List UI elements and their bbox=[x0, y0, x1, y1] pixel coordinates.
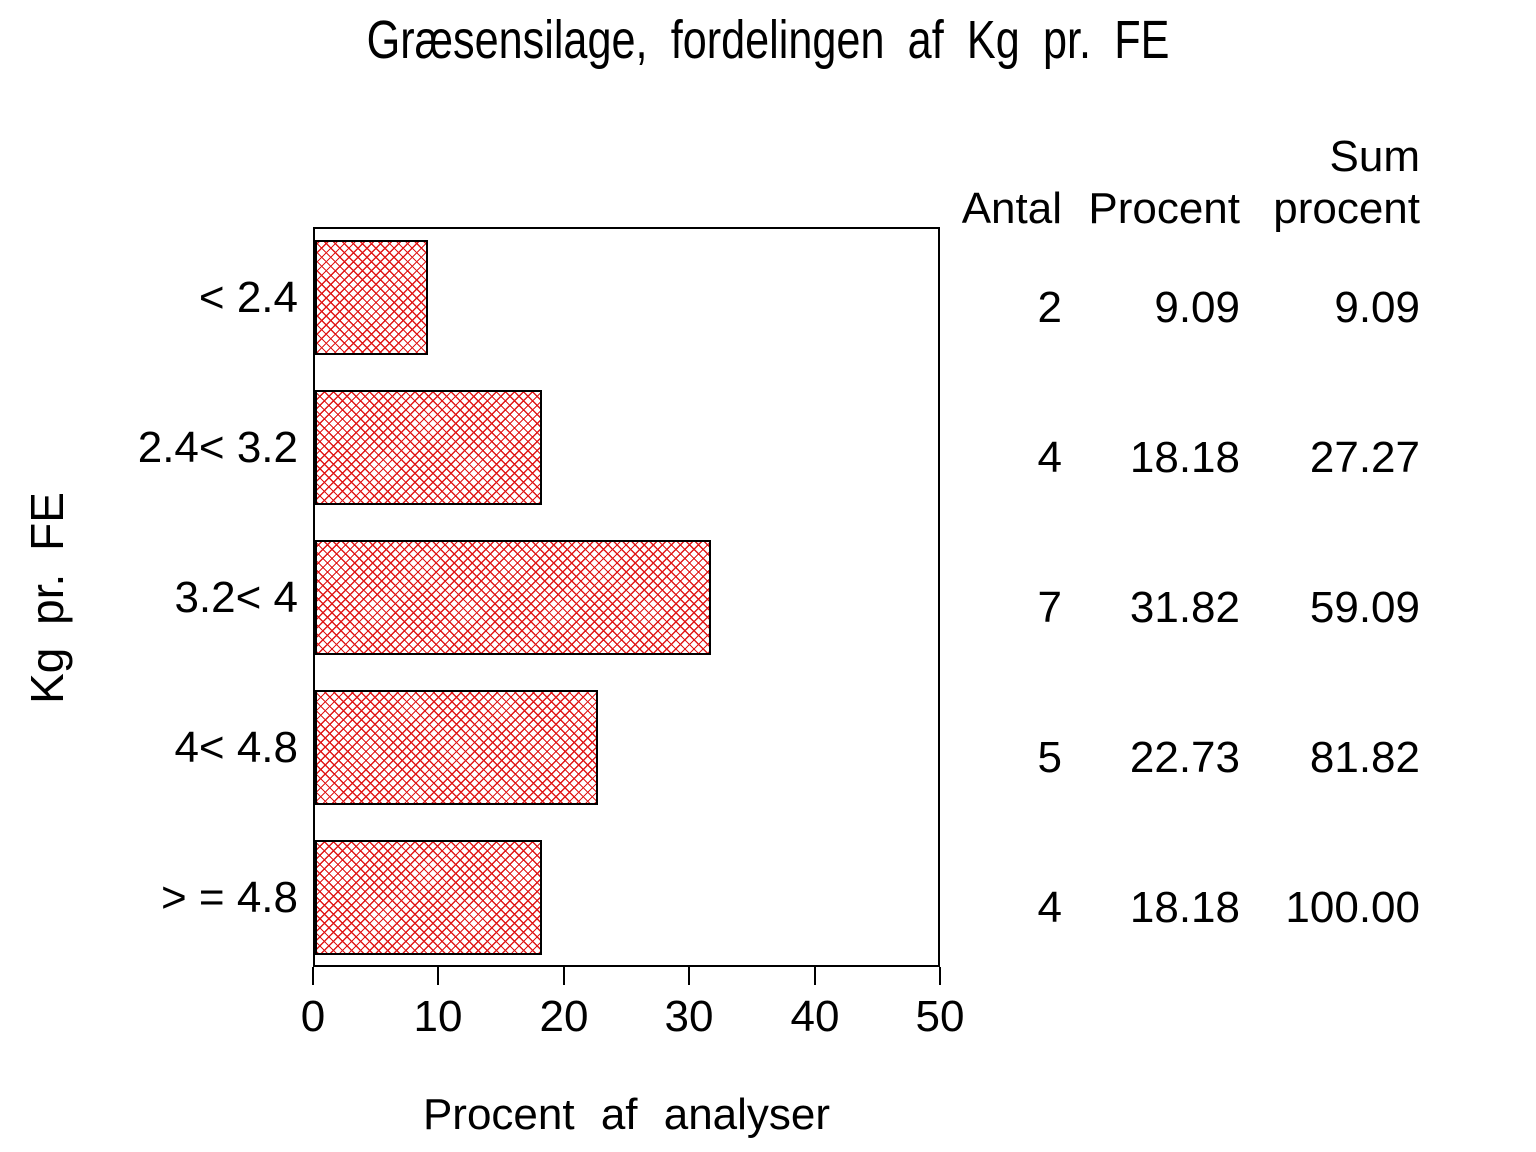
table-header-sum-line2: procent bbox=[1273, 184, 1420, 233]
y-tick-label-0: < 2.4 bbox=[198, 273, 298, 322]
y-tick-label-4: > = 4.8 bbox=[160, 873, 298, 922]
x-tick-label-0: 0 bbox=[300, 992, 326, 1041]
table-cell-sum-0: 9.09 bbox=[1334, 283, 1420, 332]
plot-area bbox=[313, 227, 940, 967]
table-cell-procent-3: 22.73 bbox=[1129, 733, 1240, 782]
x-tick-0 bbox=[312, 967, 314, 985]
x-tick-4 bbox=[814, 967, 816, 985]
bar-1 bbox=[315, 390, 542, 505]
x-tick-label-1: 10 bbox=[413, 992, 463, 1041]
x-tick-label-2: 20 bbox=[539, 992, 589, 1041]
table-cell-procent-1: 18.18 bbox=[1129, 433, 1240, 482]
chart-title: Græsensilage, fordelingen af Kg pr. FE bbox=[366, 10, 1170, 70]
table-cell-sum-3: 81.82 bbox=[1309, 733, 1420, 782]
table-cell-antal-3: 5 bbox=[1037, 733, 1062, 782]
x-axis-title: Procent af analyser bbox=[422, 1090, 831, 1139]
table-header-procent: Procent bbox=[1088, 184, 1240, 233]
y-tick-label-3: 4< 4.8 bbox=[174, 723, 298, 772]
y-tick-label-1: 2.4< 3.2 bbox=[137, 423, 298, 472]
x-tick-1 bbox=[437, 967, 439, 985]
x-tick-3 bbox=[688, 967, 690, 985]
y-tick-label-2: 3.2< 4 bbox=[174, 573, 298, 622]
table-cell-procent-2: 31.82 bbox=[1129, 583, 1240, 632]
table-cell-antal-1: 4 bbox=[1037, 433, 1062, 482]
x-tick-label-4: 40 bbox=[790, 992, 840, 1041]
table-cell-antal-4: 4 bbox=[1037, 883, 1062, 932]
x-tick-5 bbox=[939, 967, 941, 985]
table-header-sum-line1: Sum bbox=[1329, 132, 1420, 181]
table-cell-sum-2: 59.09 bbox=[1309, 583, 1420, 632]
table-cell-antal-0: 2 bbox=[1037, 283, 1062, 332]
x-tick-2 bbox=[563, 967, 565, 985]
x-tick-label-5: 50 bbox=[915, 992, 965, 1041]
bar-3 bbox=[315, 690, 599, 805]
bar-2 bbox=[315, 540, 712, 655]
table-cell-procent-4: 18.18 bbox=[1129, 883, 1240, 932]
table-cell-antal-2: 7 bbox=[1037, 583, 1062, 632]
bar-0 bbox=[315, 240, 429, 355]
x-tick-label-3: 30 bbox=[664, 992, 714, 1041]
table-header-antal: Antal bbox=[961, 184, 1062, 233]
table-cell-sum-4: 100.00 bbox=[1285, 883, 1420, 932]
table-cell-sum-1: 27.27 bbox=[1309, 433, 1420, 482]
table-cell-procent-0: 9.09 bbox=[1154, 283, 1240, 332]
bar-4 bbox=[315, 840, 542, 955]
